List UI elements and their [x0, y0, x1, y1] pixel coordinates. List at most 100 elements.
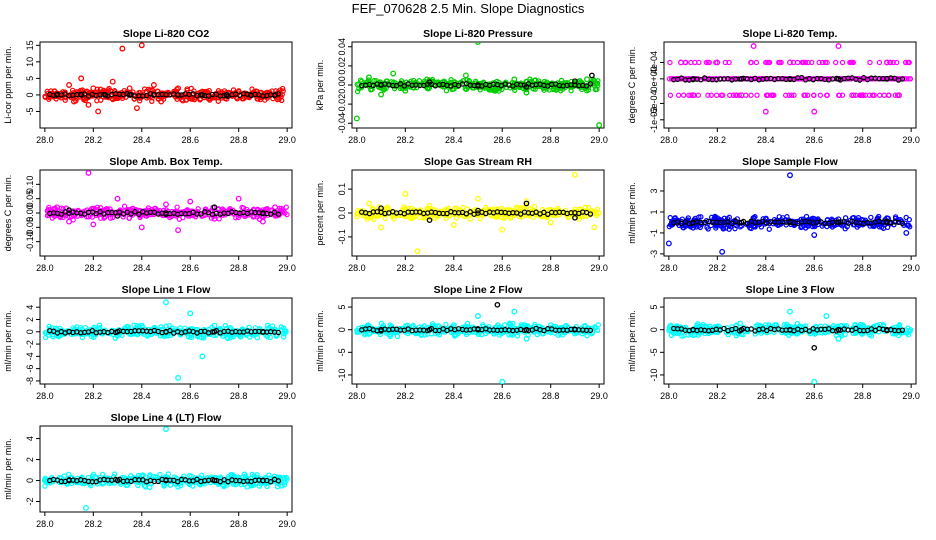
- data-point: [475, 42, 481, 45]
- data-point: [896, 92, 902, 99]
- data-point: [366, 200, 372, 207]
- data-point-selected: [583, 83, 590, 89]
- data-point: [174, 204, 180, 210]
- data-point: [79, 474, 85, 480]
- x-tick-label: 28.0: [348, 135, 366, 145]
- data-point: [524, 203, 530, 210]
- y-tick-label: 0.00: [337, 76, 347, 94]
- data-point: [354, 329, 360, 336]
- chart-title: Slope Li-820 CO2: [123, 28, 210, 40]
- data-point: [667, 92, 674, 98]
- points-group: [666, 308, 914, 384]
- data-point: [771, 92, 777, 98]
- data-point: [494, 214, 500, 220]
- x-tick-label: 28.8: [854, 135, 872, 145]
- data-point: [726, 214, 732, 221]
- data-point: [118, 481, 124, 487]
- data-point: [783, 92, 789, 98]
- data-point-selected: [884, 219, 890, 226]
- data-point: [390, 70, 397, 77]
- data-point: [366, 331, 372, 337]
- data-point: [356, 85, 362, 92]
- data-point: [247, 480, 254, 487]
- data-point: [842, 226, 848, 232]
- data-point-selected: [66, 207, 72, 213]
- data-point: [584, 76, 590, 83]
- data-point: [748, 92, 754, 98]
- data-point: [527, 76, 533, 82]
- data-point: [133, 105, 140, 112]
- y-tick-label: 0: [337, 327, 347, 332]
- data-point: [81, 480, 88, 487]
- x-tick-label: 28.4: [757, 135, 775, 145]
- x-tick-label: 28.6: [181, 391, 199, 401]
- y-tick-label: -2: [25, 340, 35, 348]
- y-tick-label: 2: [25, 457, 35, 462]
- data-point: [202, 206, 209, 212]
- data-point-selected: [426, 217, 433, 224]
- x-tick-label: 28.0: [348, 263, 366, 273]
- data-point-selected: [401, 83, 408, 89]
- data-point: [719, 248, 726, 255]
- x-tick-label: 28.4: [757, 263, 775, 273]
- data-point: [235, 331, 242, 338]
- y-tick-label: 0.0: [337, 207, 347, 220]
- data-point: [453, 215, 460, 221]
- data-point-selected: [806, 328, 813, 334]
- data-point: [90, 221, 97, 228]
- data-point: [450, 221, 457, 228]
- x-tick-label: 29.0: [902, 263, 920, 273]
- data-point: [830, 323, 837, 329]
- data-point: [532, 77, 539, 83]
- chart-panel: Slope Li-820 Pressure 28.0 28.2 28.4 28.6 28.…: [315, 28, 608, 145]
- data-point: [698, 214, 704, 220]
- chart-panel: Slope Sample Flow 28.0 28.2 28.4 28.6 28.8 29.…: [627, 156, 920, 273]
- chart-panel: Slope Line 4 (LT) Flow 28.0 28.2 28.4 28.6 28…: [3, 412, 296, 529]
- data-point: [163, 426, 169, 433]
- data-point-selected: [475, 326, 481, 333]
- data-point: [740, 332, 746, 338]
- x-tick-label: 28.6: [493, 391, 511, 401]
- data-point: [46, 204, 52, 211]
- x-tick-label: 29.0: [590, 263, 608, 273]
- data-point: [281, 482, 288, 488]
- data-point: [667, 59, 673, 66]
- data-point: [235, 195, 242, 202]
- data-point: [422, 332, 428, 338]
- y-tick-label: 4: [25, 305, 35, 310]
- x-tick-label: 28.8: [542, 263, 560, 273]
- data-point: [819, 59, 826, 66]
- data-point: [802, 59, 809, 66]
- y-tick-label: 0.10: [25, 176, 35, 194]
- x-tick-label: 28.2: [85, 263, 103, 273]
- data-point: [191, 88, 197, 94]
- y-tick-label: 5: [337, 305, 347, 310]
- points-group: [665, 172, 913, 255]
- data-point: [197, 97, 203, 103]
- data-point-selected: [899, 220, 906, 227]
- x-tick-label: 28.6: [181, 519, 199, 529]
- data-point: [428, 331, 435, 337]
- data-point: [753, 323, 759, 329]
- data-point: [279, 85, 286, 92]
- data-point: [121, 203, 128, 209]
- data-point-selected: [884, 76, 890, 82]
- x-tick-label: 28.8: [230, 135, 248, 145]
- data-point: [788, 92, 795, 98]
- data-point-selected: [690, 219, 696, 226]
- x-tick-label: 28.2: [709, 391, 727, 401]
- data-point: [249, 471, 255, 478]
- data-point: [547, 219, 554, 226]
- data-point: [859, 92, 866, 99]
- x-tick-label: 28.0: [36, 391, 54, 401]
- y-tick-label: -8: [25, 377, 35, 385]
- data-point-selected: [426, 326, 433, 333]
- data-point: [839, 59, 846, 66]
- data-point: [706, 59, 713, 66]
- data-point: [283, 204, 289, 210]
- data-point: [228, 471, 234, 478]
- x-tick-label: 28.4: [133, 135, 151, 145]
- data-point: [736, 92, 742, 98]
- data-point: [531, 203, 538, 210]
- data-point-selected: [114, 477, 121, 484]
